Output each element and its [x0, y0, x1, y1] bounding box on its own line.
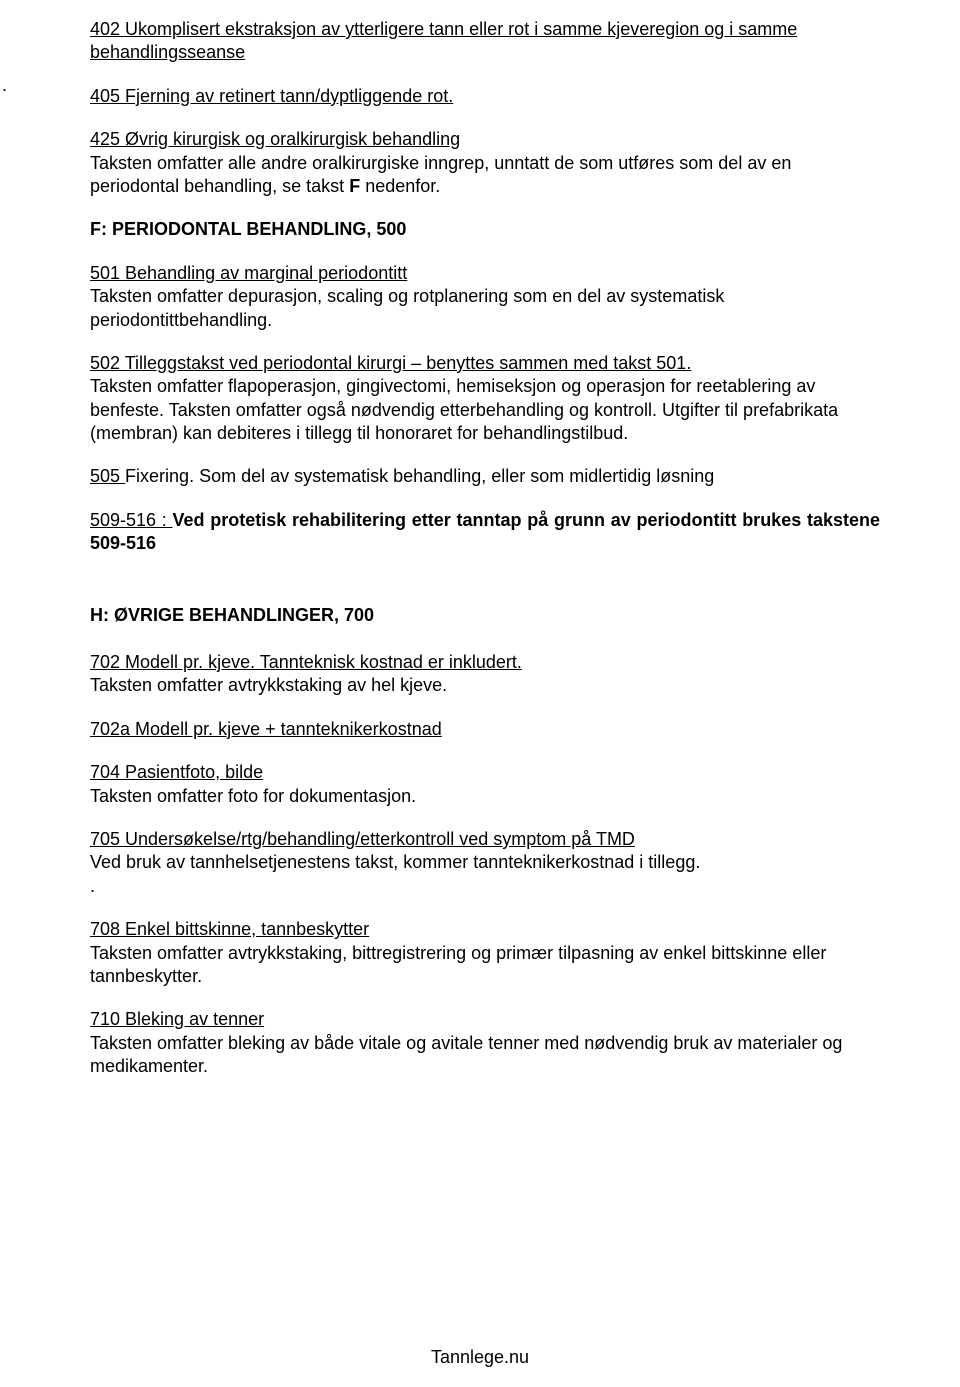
section-501: 501 Behandling av marginal periodontitt … [90, 262, 880, 332]
section-505: 505 Fixering. Som del av systematisk beh… [90, 465, 880, 488]
document-page: . 402 Ukomplisert ekstraksjon av ytterli… [0, 0, 960, 1387]
section-502-body: Taksten omfatter flapoperasjon, gingivec… [90, 376, 838, 443]
section-402: 402 Ukomplisert ekstraksjon av ytterlige… [90, 18, 880, 65]
section-402-title: 402 Ukomplisert ekstraksjon av ytterlige… [90, 19, 797, 62]
edge-dot: . [2, 74, 7, 97]
section-710-body: Taksten omfatter bleking av både vitale … [90, 1033, 842, 1076]
section-425: 425 Øvrig kirurgisk og oralkirurgisk beh… [90, 128, 880, 198]
section-509-body: Ved protetisk rehabilitering etter tannt… [90, 510, 880, 553]
section-501-body: Taksten omfatter depurasjon, scaling og … [90, 286, 724, 329]
section-705-body: Ved bruk av tannhelsetjenestens takst, k… [90, 852, 700, 872]
heading-h: H: ØVRIGE BEHANDLINGER, 700 [90, 604, 880, 627]
section-505-body: Fixering. Som del av systematisk behandl… [125, 466, 714, 486]
section-405: 405 Fjerning av retinert tann/dyptliggen… [90, 85, 880, 108]
section-702: 702 Modell pr. kjeve. Tannteknisk kostna… [90, 651, 880, 698]
section-425-body-c: nedenfor. [360, 176, 440, 196]
section-702-title: 702 Modell pr. kjeve. Tannteknisk kostna… [90, 652, 522, 672]
section-708-body: Taksten omfatter avtrykkstaking, bittreg… [90, 943, 826, 986]
section-705-dot: . [90, 876, 95, 896]
section-702a-title: 702a Modell pr. kjeve + tannteknikerkost… [90, 719, 442, 739]
section-501-title: 501 Behandling av marginal periodontitt [90, 263, 407, 283]
section-702a: 702a Modell pr. kjeve + tannteknikerkost… [90, 718, 880, 741]
section-708: 708 Enkel bittskinne, tannbeskytter Taks… [90, 918, 880, 988]
section-705-title: 705 Undersøkelse/rtg/behandling/etterkon… [90, 829, 635, 849]
section-509: 509-516 : Ved protetisk rehabilitering e… [90, 509, 880, 556]
section-509-lead: 509-516 : [90, 510, 173, 530]
section-704-title: 704 Pasientfoto, bilde [90, 762, 263, 782]
section-425-body-b: F [349, 176, 360, 196]
section-505-lead: 505 [90, 466, 125, 486]
section-425-body-a: Taksten omfatter alle andre oralkirurgis… [90, 153, 791, 196]
section-708-title: 708 Enkel bittskinne, tannbeskytter [90, 919, 369, 939]
section-405-title: 405 Fjerning av retinert tann/dyptliggen… [90, 86, 453, 106]
heading-f: F: PERIODONTAL BEHANDLING, 500 [90, 218, 880, 241]
section-710-title: 710 Bleking av tenner [90, 1009, 264, 1029]
section-704-body: Taksten omfatter foto for dokumentasjon. [90, 786, 416, 806]
section-705: 705 Undersøkelse/rtg/behandling/etterkon… [90, 828, 880, 898]
section-425-title: 425 Øvrig kirurgisk og oralkirurgisk beh… [90, 129, 460, 149]
section-710: 710 Bleking av tenner Taksten omfatter b… [90, 1008, 880, 1078]
section-704: 704 Pasientfoto, bilde Taksten omfatter … [90, 761, 880, 808]
section-502-title: 502 Tilleggstakst ved periodontal kirurg… [90, 353, 691, 373]
footer-text: Tannlege.nu [0, 1346, 960, 1369]
section-502: 502 Tilleggstakst ved periodontal kirurg… [90, 352, 880, 446]
section-702-body: Taksten omfatter avtrykkstaking av hel k… [90, 675, 447, 695]
